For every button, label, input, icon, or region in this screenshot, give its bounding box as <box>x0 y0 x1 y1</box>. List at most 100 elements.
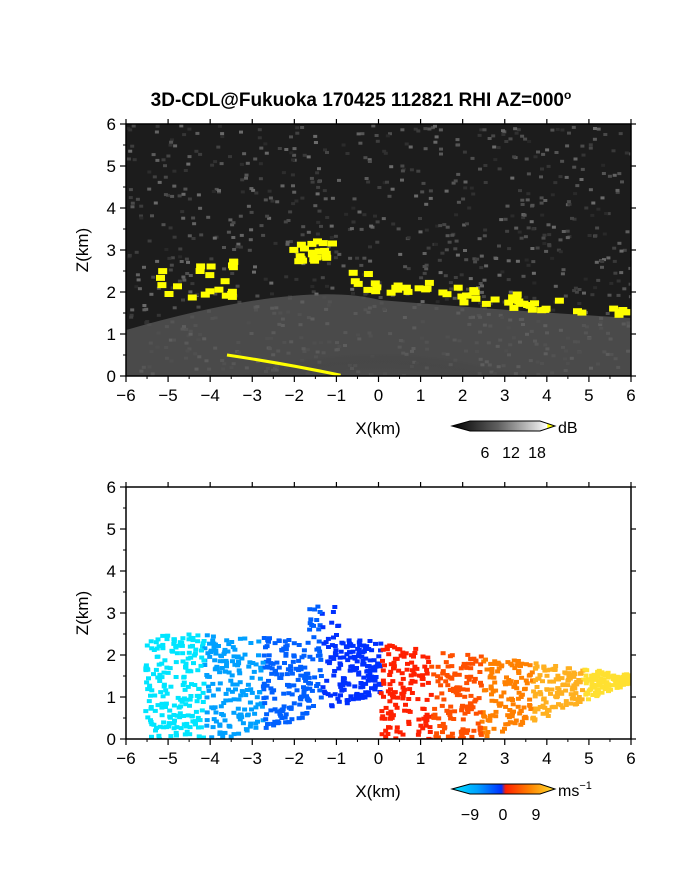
velocity-cell <box>387 699 393 704</box>
velocity-cell <box>190 638 196 643</box>
noise-speck <box>286 219 291 222</box>
velocity-cell <box>579 697 585 702</box>
velocity-cell <box>386 652 392 657</box>
velocity-cell <box>367 658 373 663</box>
noise-speck <box>326 262 331 266</box>
velocity-cell <box>211 641 217 646</box>
velocity-cell <box>278 713 284 718</box>
noise-speck <box>573 286 578 290</box>
noise-speck <box>518 189 522 193</box>
velocity-cell <box>285 667 291 672</box>
noise-speck <box>561 230 566 233</box>
noise-speck <box>181 216 186 220</box>
strong-echo-cell <box>372 284 382 291</box>
velocity-cell <box>574 679 580 684</box>
velocity-cell <box>271 688 277 693</box>
strong-echo-cell <box>164 291 174 297</box>
noise-speck <box>247 248 252 252</box>
velocity-cell <box>180 683 186 688</box>
velocity-cell <box>166 724 172 729</box>
velocity-cell <box>196 686 202 691</box>
noise-speck <box>364 177 369 180</box>
velocity-cell <box>384 644 390 649</box>
noise-speck <box>132 158 137 162</box>
noise-speck <box>519 236 524 240</box>
chart-title-text: 3D-CDL@Fukuoka 170425 112821 RHI AZ=000 <box>151 90 564 111</box>
velocity-cell <box>296 716 302 721</box>
noise-speck <box>504 140 509 143</box>
velocity-cell <box>253 705 259 710</box>
velocity-cell <box>261 681 267 686</box>
strong-echo-cell <box>438 289 448 296</box>
velocity-cell <box>164 633 170 638</box>
noise-speck <box>182 278 187 282</box>
noise-speck <box>447 240 452 244</box>
noise-speck <box>529 220 534 224</box>
strong-echo-cell <box>296 255 306 262</box>
noise-speck <box>426 246 431 250</box>
velocity-cell <box>503 722 509 727</box>
noise-speck <box>168 143 173 147</box>
velocity-cell <box>580 688 585 693</box>
velocity-cell <box>272 696 278 701</box>
velocity-cell <box>567 676 573 681</box>
velocity-cell <box>289 717 295 722</box>
noise-speck <box>418 217 422 220</box>
noise-speck <box>617 241 622 245</box>
x-tick-label: 3 <box>500 386 509 405</box>
noise-speck <box>358 141 363 145</box>
y-tick-label: 1 <box>107 688 116 707</box>
velocity-cell <box>473 659 479 664</box>
noise-speck <box>456 143 461 147</box>
velocity-cell <box>450 686 456 691</box>
velocity-cell <box>621 676 627 681</box>
velocity-cell <box>149 688 155 693</box>
noise-speck <box>181 298 185 302</box>
noise-speck <box>428 196 433 200</box>
velocity-cell <box>459 732 465 737</box>
velocity-cell <box>196 734 202 739</box>
velocity-cell <box>626 677 631 682</box>
velocity-cell <box>626 674 631 679</box>
strong-echo-cell <box>220 278 230 285</box>
noise-speck <box>593 234 598 238</box>
velocity-cell <box>452 709 458 714</box>
velocity-cell <box>555 686 561 691</box>
noise-speck <box>388 132 392 136</box>
velocity-cell <box>197 718 203 723</box>
noise-speck <box>157 180 162 184</box>
noise-speck <box>404 142 409 146</box>
noise-speck <box>371 124 376 128</box>
noise-speck <box>253 265 257 269</box>
velocity-cell <box>204 710 210 715</box>
velocity-cell <box>222 650 228 655</box>
noise-speck <box>600 196 605 200</box>
velocity-cell <box>359 695 365 700</box>
velocity-cell <box>171 639 177 644</box>
noise-speck <box>628 266 631 270</box>
velocity-cell <box>317 610 323 614</box>
velocity-cell <box>201 735 206 739</box>
velocity-cell <box>242 652 248 657</box>
velocity-cell <box>406 719 412 724</box>
noise-speck <box>385 180 389 184</box>
velocity-cell <box>348 664 354 669</box>
velocity-cell <box>387 725 393 730</box>
noise-speck <box>264 151 269 155</box>
velocity-cell <box>469 657 475 662</box>
velocity-cell <box>249 690 255 695</box>
velocity-cell <box>146 699 152 704</box>
velocity-cell <box>291 641 297 646</box>
velocity-cell <box>239 689 245 694</box>
velocity-cell <box>190 636 196 640</box>
velocity-cell <box>182 687 188 692</box>
velocity-cell <box>227 698 233 703</box>
velocity-cell <box>198 725 204 730</box>
velocity-cell <box>358 692 364 697</box>
x-tick-label: 0 <box>374 749 383 768</box>
velocity-cell <box>286 691 292 696</box>
noise-speck <box>289 151 294 155</box>
x-tick-label: −1 <box>327 386 346 405</box>
velocity-cell <box>161 670 167 675</box>
x-tick-label: 1 <box>416 386 425 405</box>
